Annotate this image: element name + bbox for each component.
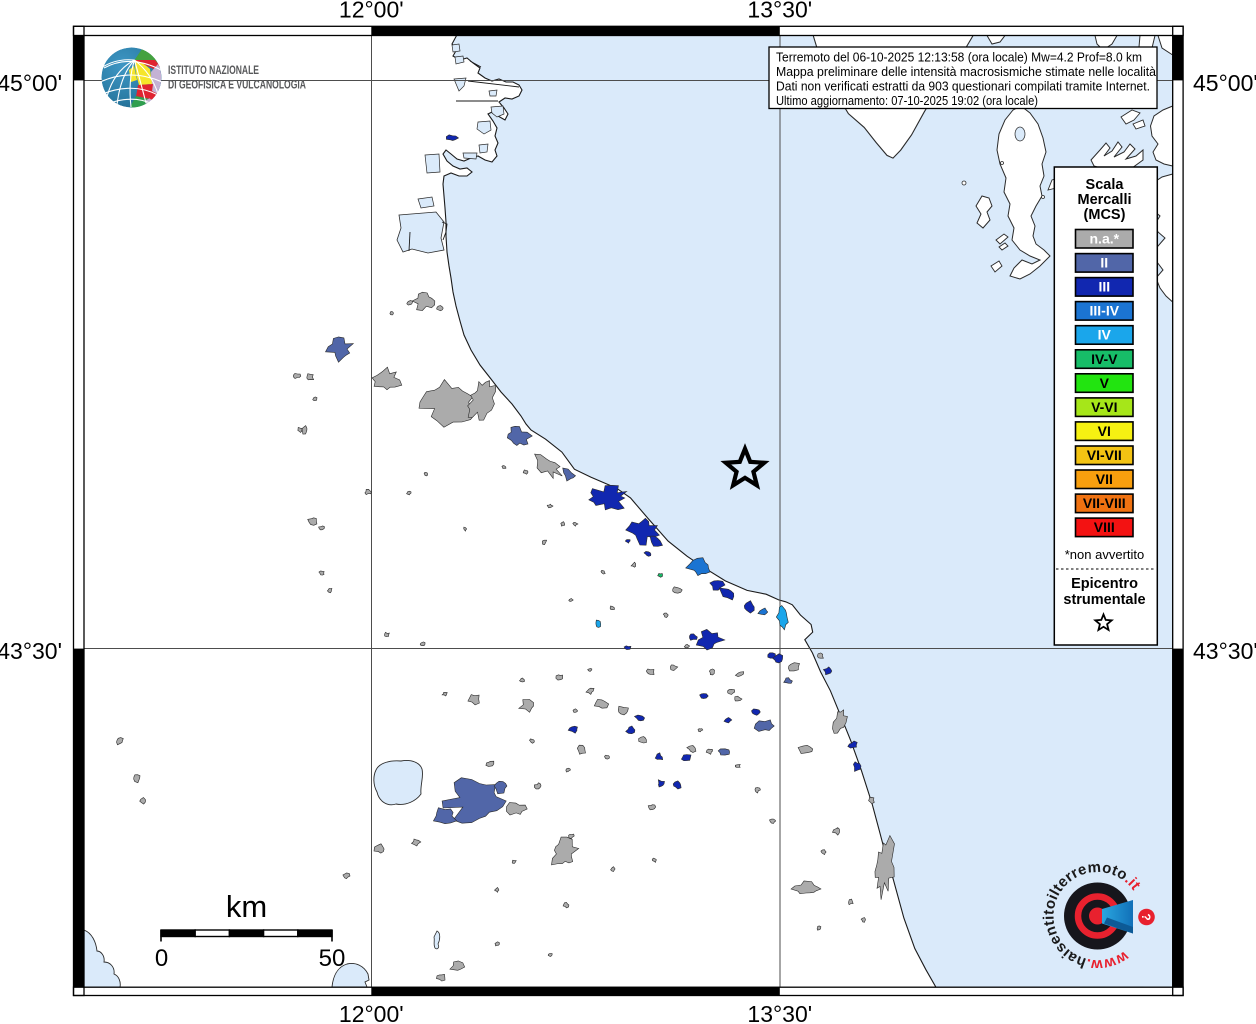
svg-text:VII-VIII: VII-VIII	[1083, 495, 1126, 511]
svg-text:km: km	[226, 889, 267, 924]
svg-text:12°00': 12°00'	[339, 1001, 404, 1024]
svg-text:*non avvertito: *non avvertito	[1065, 547, 1145, 562]
svg-text:VI-VII: VI-VII	[1087, 447, 1122, 463]
svg-text:Mappa preliminare delle intens: Mappa preliminare delle intensità macros…	[776, 65, 1156, 79]
svg-text:III-IV: III-IV	[1090, 303, 1120, 319]
svg-text:Ultimo aggiornamento: 07-10-20: Ultimo aggiornamento: 07-10-2025 19:02 (…	[776, 94, 1038, 108]
svg-text:VI: VI	[1098, 423, 1111, 439]
svg-text:12°00': 12°00'	[339, 0, 404, 23]
svg-text:50: 50	[319, 945, 346, 972]
svg-text:VIII: VIII	[1094, 519, 1115, 535]
svg-text:Terremoto del 06-10-2025 12:13: Terremoto del 06-10-2025 12:13:58 (ora l…	[776, 51, 1142, 65]
svg-text:13°30': 13°30'	[747, 0, 812, 23]
svg-text:IV: IV	[1098, 327, 1112, 343]
svg-text:II: II	[1100, 255, 1108, 271]
svg-text:III: III	[1098, 279, 1110, 295]
svg-text:IV-V: IV-V	[1091, 351, 1118, 367]
svg-text:ISTITUTO NAZIONALE: ISTITUTO NAZIONALE	[168, 65, 259, 77]
svg-text:45°00': 45°00'	[0, 70, 62, 96]
svg-text:13°30': 13°30'	[747, 1001, 812, 1024]
svg-text:Mercalli: Mercalli	[1078, 192, 1132, 208]
svg-text:Scala: Scala	[1086, 177, 1125, 193]
svg-text:DI GEOFISICA E VULCANOLOGIA: DI GEOFISICA E VULCANOLOGIA	[168, 80, 306, 92]
svg-text:43°30': 43°30'	[0, 638, 62, 664]
svg-text:n.a.*: n.a.*	[1090, 231, 1120, 247]
svg-text:43°30': 43°30'	[1193, 638, 1256, 664]
svg-text:45°00': 45°00'	[1193, 70, 1256, 96]
svg-text:V-VI: V-VI	[1091, 399, 1117, 415]
svg-text:(MCS): (MCS)	[1084, 207, 1126, 223]
svg-text:0: 0	[155, 945, 168, 972]
svg-text:Epicentro: Epicentro	[1071, 576, 1138, 592]
svg-text:strumentale: strumentale	[1063, 592, 1145, 608]
svg-text:VII: VII	[1096, 471, 1113, 487]
svg-text:?: ?	[1139, 913, 1153, 920]
svg-text:V: V	[1100, 375, 1110, 391]
svg-text:Dati non verificati estratti d: Dati non verificati estratti da 903 ques…	[776, 80, 1150, 94]
